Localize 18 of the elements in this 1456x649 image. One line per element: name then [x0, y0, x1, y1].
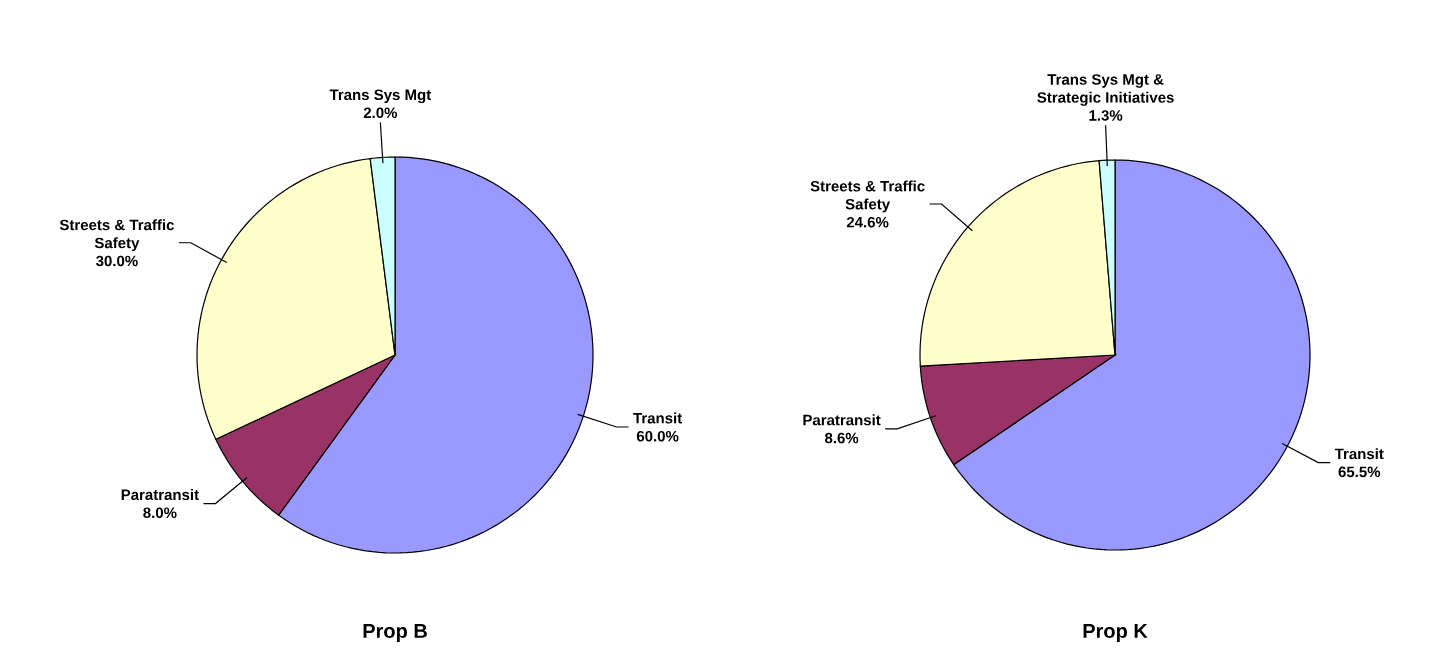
- slice-label: Paratransit: [803, 414, 881, 426]
- data-label: 2.0%: [363, 107, 398, 119]
- data-label: 24.6%: [846, 216, 889, 228]
- data-label: 65.5%: [1338, 466, 1381, 478]
- slice-label: Transit: [633, 412, 682, 424]
- slice-label: Streets & Traffic Safety: [59, 219, 174, 252]
- data-label: 60.0%: [636, 430, 679, 442]
- slice-label: Streets & Traffic Safety: [810, 180, 925, 213]
- slice-label: Trans Sys Mgt: [329, 89, 432, 104]
- slice-label: Transit: [1334, 448, 1384, 460]
- data-label: 30.0%: [95, 255, 138, 267]
- slice-label: Paratransit: [121, 489, 199, 501]
- text: Prop K: [1083, 624, 1148, 642]
- data-label: 1.3%: [1089, 110, 1123, 121]
- text: Prop B: [363, 624, 427, 642]
- slice-label: Trans Sys Mgt & Strategic Initiatives: [1037, 74, 1174, 106]
- data-label: 8.0%: [143, 507, 177, 519]
- data-label: 8.6%: [824, 432, 859, 444]
